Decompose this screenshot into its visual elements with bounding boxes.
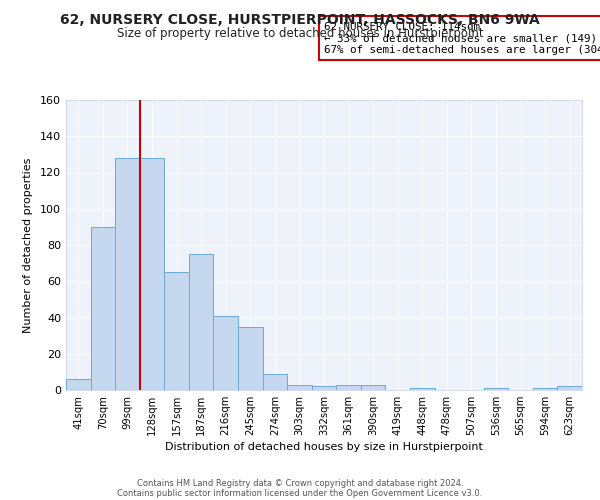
Bar	[312, 386, 336, 390]
Y-axis label: Number of detached properties: Number of detached properties	[23, 158, 33, 332]
Bar	[557, 386, 582, 390]
Text: 62 NURSERY CLOSE: 114sqm
← 33% of detached houses are smaller (149)
67% of semi-: 62 NURSERY CLOSE: 114sqm ← 33% of detach…	[324, 22, 600, 55]
Bar	[484, 388, 508, 390]
Bar	[164, 272, 189, 390]
Text: Contains public sector information licensed under the Open Government Licence v3: Contains public sector information licen…	[118, 488, 482, 498]
Bar	[66, 379, 91, 390]
Bar	[214, 316, 238, 390]
Bar	[361, 384, 385, 390]
Text: Size of property relative to detached houses in Hurstpierpoint: Size of property relative to detached ho…	[116, 28, 484, 40]
Text: 62, NURSERY CLOSE, HURSTPIERPOINT, HASSOCKS, BN6 9WA: 62, NURSERY CLOSE, HURSTPIERPOINT, HASSO…	[60, 12, 540, 26]
Bar	[410, 388, 434, 390]
X-axis label: Distribution of detached houses by size in Hurstpierpoint: Distribution of detached houses by size …	[165, 442, 483, 452]
Bar	[189, 254, 214, 390]
Text: Contains HM Land Registry data © Crown copyright and database right 2024.: Contains HM Land Registry data © Crown c…	[137, 478, 463, 488]
Bar	[287, 384, 312, 390]
Bar	[140, 158, 164, 390]
Bar	[533, 388, 557, 390]
Bar	[238, 326, 263, 390]
Bar	[115, 158, 140, 390]
Bar	[91, 227, 115, 390]
Bar	[336, 384, 361, 390]
Bar	[263, 374, 287, 390]
